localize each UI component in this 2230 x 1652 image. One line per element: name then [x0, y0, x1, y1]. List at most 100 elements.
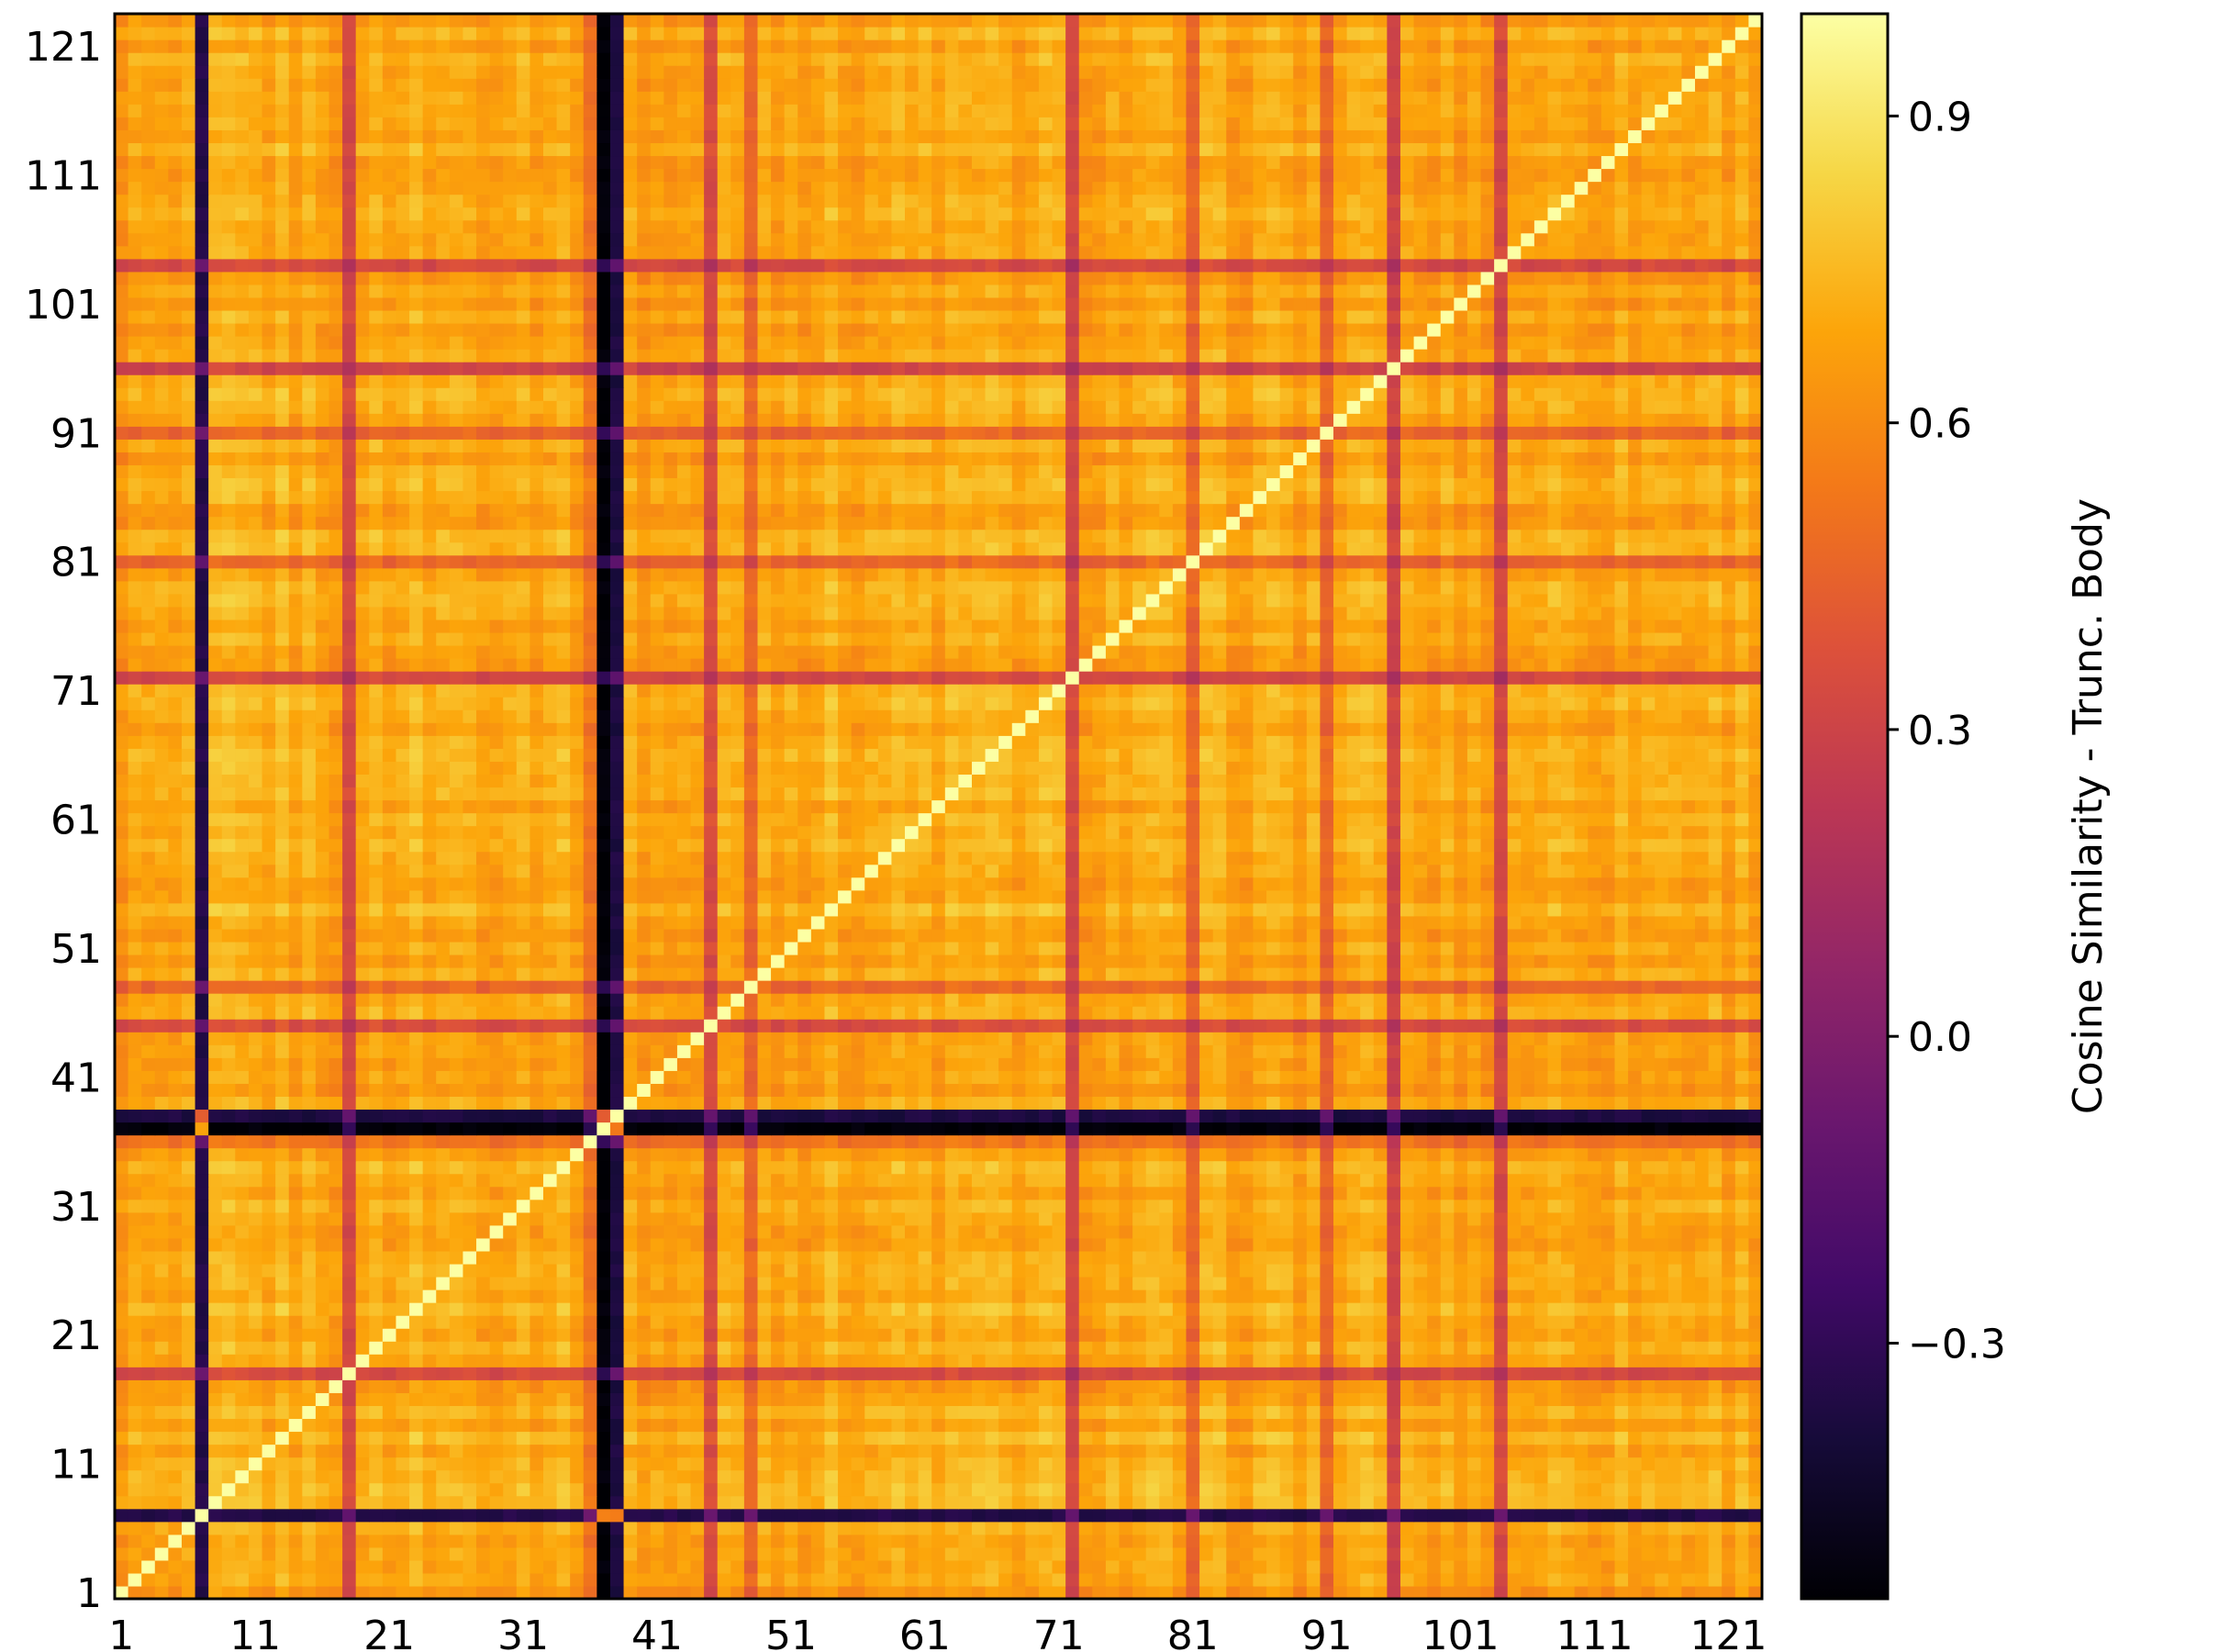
- heatmap-cell: [342, 1469, 357, 1484]
- heatmap-cell: [542, 1379, 558, 1393]
- heatmap-cell: [1052, 1134, 1066, 1149]
- heatmap-cell: [195, 1457, 209, 1471]
- heatmap-cell: [597, 1572, 611, 1587]
- heatmap-cell: [1306, 1122, 1321, 1136]
- heatmap-cell: [1105, 1096, 1121, 1111]
- heatmap-cell: [329, 1431, 343, 1446]
- heatmap-cell: [1346, 1495, 1361, 1510]
- heatmap-cell: [168, 1585, 183, 1600]
- heatmap-cell: [262, 1186, 276, 1200]
- heatmap-cell: [516, 1289, 530, 1303]
- heatmap-cell: [221, 1379, 236, 1393]
- heatmap-cell: [1132, 1482, 1147, 1497]
- heatmap-cell: [1521, 1482, 1535, 1497]
- heatmap-cell: [676, 1147, 692, 1162]
- heatmap-cell: [1440, 1289, 1455, 1303]
- heatmap-cell: [463, 1341, 477, 1355]
- heatmap-cell: [690, 1482, 705, 1497]
- heatmap-cell: [609, 1263, 625, 1278]
- heatmap-cell: [824, 1134, 839, 1149]
- heatmap-cell: [704, 1572, 719, 1587]
- heatmap-cell: [262, 1199, 276, 1213]
- heatmap-cell: [556, 1186, 571, 1200]
- heatmap-cell: [998, 1160, 1013, 1175]
- heatmap-cell: [1480, 1211, 1495, 1226]
- heatmap-cell: [838, 1341, 853, 1355]
- heatmap-cell: [436, 1109, 451, 1123]
- heatmap-cell: [663, 1096, 678, 1111]
- heatmap-cell: [1253, 1341, 1267, 1355]
- heatmap-cell: [503, 1482, 518, 1497]
- heatmap-cell: [891, 1147, 906, 1162]
- heatmap-cell: [1186, 1315, 1200, 1329]
- heatmap-cell: [168, 1392, 183, 1406]
- heatmap-cell: [676, 1341, 692, 1355]
- heatmap-cell: [208, 1237, 223, 1252]
- heatmap-cell: [1078, 1572, 1093, 1587]
- heatmap-cell: [1186, 1211, 1200, 1226]
- heatmap-cell: [1145, 1302, 1160, 1316]
- heatmap-cell: [1641, 1147, 1656, 1162]
- heatmap-cell: [877, 1263, 893, 1278]
- heatmap-cell: [463, 1495, 477, 1510]
- heatmap-cell: [1038, 1173, 1054, 1188]
- heatmap-cell: [288, 1379, 303, 1393]
- heatmap-cell: [342, 1109, 357, 1123]
- heatmap-cell: [1145, 1521, 1160, 1535]
- heatmap-cell: [1588, 1405, 1602, 1420]
- heatmap-cell: [329, 1585, 343, 1600]
- heatmap-cell: [1253, 1392, 1267, 1406]
- heatmap-cell: [730, 1302, 745, 1316]
- heatmap-cell: [248, 1585, 263, 1600]
- heatmap-cell: [409, 1392, 424, 1406]
- heatmap-cell: [704, 1289, 719, 1303]
- heatmap-cell: [128, 1495, 142, 1510]
- heatmap-cell: [1199, 1354, 1214, 1367]
- heatmap-cell: [409, 1469, 424, 1484]
- heatmap-cell: [1574, 1495, 1589, 1510]
- heatmap-cell: [449, 1482, 464, 1497]
- heatmap-cell: [1600, 1559, 1616, 1574]
- heatmap-cell: [1507, 1224, 1522, 1239]
- heatmap-cell: [489, 1341, 504, 1355]
- heatmap-cell: [1533, 1521, 1549, 1535]
- heatmap-cell: [717, 1341, 731, 1355]
- heatmap-cell: [463, 1328, 477, 1342]
- heatmap-cell: [1667, 1263, 1683, 1278]
- heatmap-cell: [369, 1572, 384, 1587]
- heatmap-cell: [918, 1392, 932, 1406]
- heatmap-cell: [1574, 1354, 1589, 1367]
- heatmap-cell: [409, 1134, 424, 1149]
- heatmap-cell: [944, 1211, 959, 1226]
- heatmap-cell: [676, 1109, 692, 1123]
- heatmap-cell: [1279, 1199, 1294, 1213]
- heatmap-cell: [784, 1096, 798, 1111]
- heatmap-cell: [302, 1546, 317, 1561]
- heatmap-cell: [302, 1495, 317, 1510]
- heatmap-cell: [1748, 1572, 1763, 1587]
- heatmap-cell: [623, 1083, 638, 1098]
- heatmap-cell: [556, 1315, 571, 1329]
- heatmap-cell: [1011, 1263, 1026, 1278]
- heatmap-cell: [262, 1147, 276, 1162]
- heatmap-cell: [838, 1160, 853, 1175]
- heatmap-cell: [891, 1367, 906, 1380]
- heatmap-cell: [1494, 1224, 1509, 1239]
- heatmap-cell: [690, 1585, 705, 1600]
- heatmap-cell: [516, 1302, 530, 1316]
- heatmap-cell: [931, 1431, 946, 1446]
- heatmap-cell: [1574, 1237, 1589, 1252]
- heatmap-cell: [931, 1199, 946, 1213]
- heatmap-cell: [128, 1199, 142, 1213]
- heatmap-cell: [1065, 1431, 1080, 1446]
- heatmap-cell: [248, 1109, 263, 1123]
- heatmap-cell: [355, 1199, 370, 1213]
- heatmap-cell: [784, 1572, 798, 1587]
- heatmap-cell: [609, 1367, 625, 1380]
- heatmap-cell: [154, 1173, 169, 1188]
- heatmap-cell: [1346, 1546, 1361, 1561]
- heatmap-cell: [195, 1534, 209, 1548]
- heatmap-cell: [154, 1263, 169, 1278]
- heatmap-cell: [1199, 1392, 1214, 1406]
- heatmap-cell: [436, 1237, 451, 1252]
